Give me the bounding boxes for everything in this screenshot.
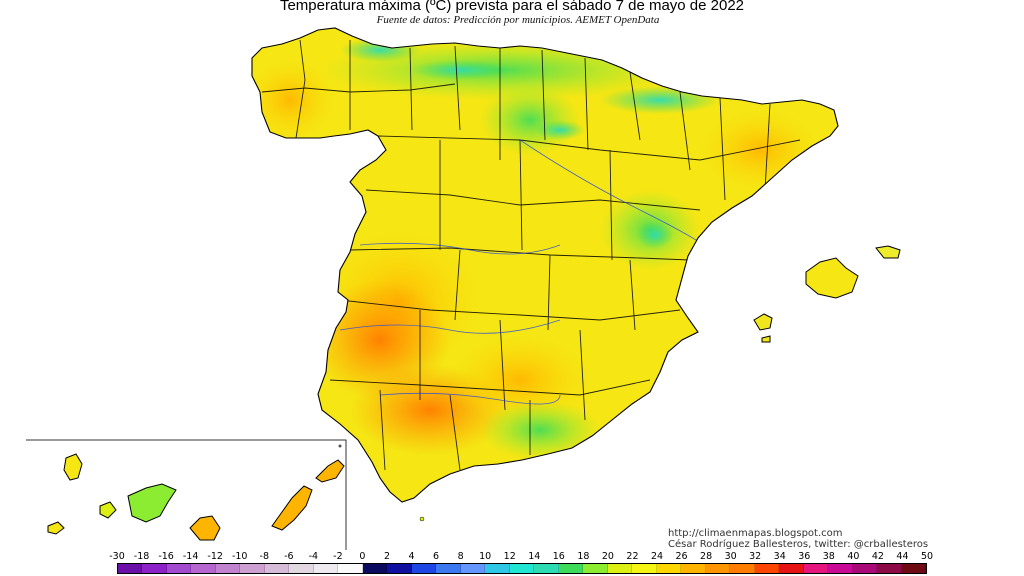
credit-url: http://climaenmapas.blogspot.com <box>668 528 843 539</box>
legend-label: 40 <box>847 551 860 562</box>
legend-swatch <box>191 564 216 573</box>
legend-label: 30 <box>724 551 737 562</box>
legend-swatch <box>118 564 143 573</box>
legend-labels: -30 -18 -16 -14 -12 -10 -8 -6 -4 -2 0 2 4 6 8 10 12 14 16 1… <box>0 551 1024 563</box>
legend-swatch <box>387 564 412 573</box>
temperature-map <box>26 27 901 550</box>
legend-swatch <box>362 564 388 573</box>
legend-label: -4 <box>308 551 319 562</box>
legend-label: 18 <box>577 551 590 562</box>
legend-swatch <box>656 564 682 573</box>
legend-label: -14 <box>182 551 199 562</box>
legend-swatch <box>607 564 633 573</box>
legend-swatch <box>558 564 584 573</box>
legend-label: -12 <box>207 551 223 562</box>
legend-swatch <box>142 564 167 573</box>
map-subtitle: Fuente de datos: Predicción por municipi… <box>376 14 660 26</box>
legend-swatch <box>509 564 535 573</box>
legend-label: 28 <box>700 551 713 562</box>
legend-label: 4 <box>408 551 415 562</box>
alboran-island <box>419 516 425 522</box>
credit-author: César Rodríguez Ballesteros, twitter: @c… <box>668 539 929 550</box>
legend-label: 42 <box>871 551 884 562</box>
legend-swatch <box>534 564 559 573</box>
legend-label: -2 <box>333 551 343 562</box>
map-title: Temperatura máxima (ºC) prevista para el… <box>279 0 745 14</box>
legend-label: 24 <box>650 551 664 562</box>
legend-swatch <box>215 564 241 573</box>
balearic-islands <box>753 245 901 343</box>
legend-swatch <box>313 564 339 573</box>
legend-label: 22 <box>626 551 639 562</box>
legend-swatch <box>240 564 265 573</box>
canary-islands-inset <box>26 439 347 550</box>
legend-swatch <box>583 564 608 573</box>
legend-label: -30 <box>109 551 125 562</box>
legend-label: 20 <box>601 551 614 562</box>
legend-label: 34 <box>773 551 786 562</box>
legend-label: -10 <box>231 551 248 562</box>
legend-label: 44 <box>896 551 909 562</box>
legend-label: 10 <box>479 551 492 562</box>
legend-swatch <box>828 564 853 573</box>
legend-swatch <box>338 564 363 573</box>
legend-swatch <box>264 564 290 573</box>
legend-swatch <box>289 564 314 573</box>
legend-label: 6 <box>433 551 440 562</box>
legend-label: 38 <box>822 551 835 562</box>
peninsula-map <box>251 27 839 503</box>
legend-swatch <box>436 564 461 573</box>
legend-label: 8 <box>457 551 464 562</box>
legend-label: 2 <box>383 551 391 562</box>
legend-label: -8 <box>259 551 270 562</box>
legend-label: 36 <box>798 551 811 562</box>
legend-swatch <box>779 564 804 573</box>
legend-label: 32 <box>749 551 762 562</box>
legend-swatch <box>411 564 437 573</box>
legend-swatch <box>632 564 657 573</box>
legend-swatch <box>485 564 510 573</box>
legend-swatch <box>803 564 829 573</box>
color-scale-bar <box>117 563 927 574</box>
legend-swatch <box>852 564 878 573</box>
legend-swatch <box>681 564 706 573</box>
legend-swatch <box>901 564 926 573</box>
legend-label: -16 <box>158 551 174 562</box>
legend-label: -6 <box>284 551 294 562</box>
legend-label: -18 <box>133 551 150 562</box>
legend-swatch <box>730 564 755 573</box>
legend-swatch <box>460 564 486 573</box>
legend-swatch <box>877 564 902 573</box>
legend-label: 14 <box>528 551 541 562</box>
legend-label: 50 <box>920 551 934 562</box>
legend-label: 12 <box>503 551 516 562</box>
legend-label: 0 <box>359 551 366 562</box>
legend-swatch <box>166 564 192 573</box>
legend-swatch <box>754 564 780 573</box>
legend-label: 16 <box>552 551 565 562</box>
legend-swatch <box>705 564 731 573</box>
legend-label: 26 <box>675 551 688 562</box>
